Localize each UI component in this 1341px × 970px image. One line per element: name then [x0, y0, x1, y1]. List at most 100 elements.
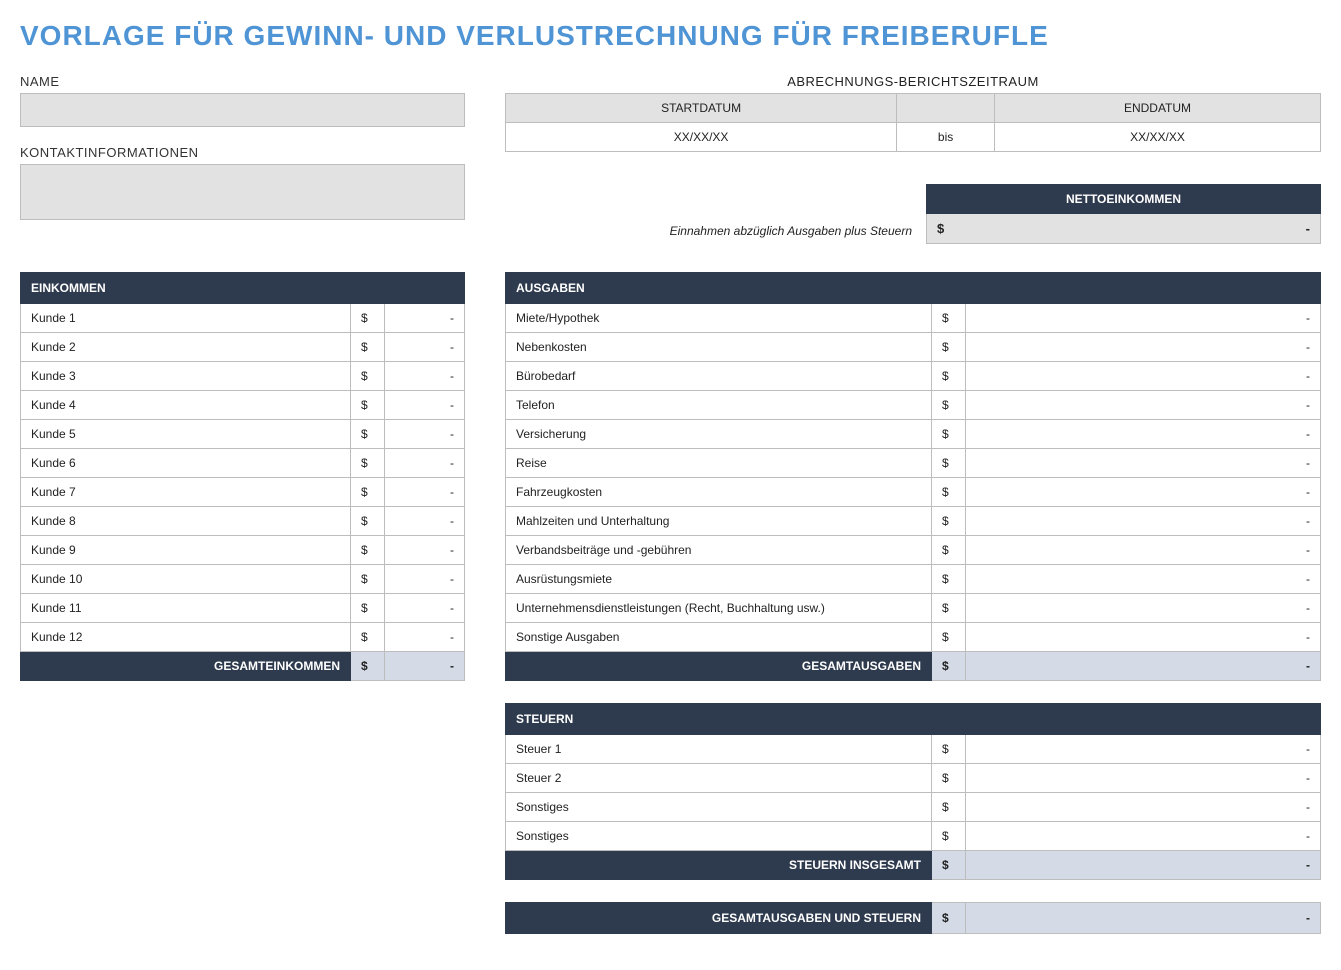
expense-amount[interactable]: - — [966, 333, 1321, 362]
expense-label[interactable]: Versicherung — [506, 420, 932, 449]
expense-currency: $ — [932, 333, 966, 362]
expense-row: Unternehmensdienstleistungen (Recht, Buc… — [506, 594, 1321, 623]
tax-row: Sonstiges$- — [506, 793, 1321, 822]
tax-amount[interactable]: - — [966, 793, 1321, 822]
expense-currency: $ — [932, 362, 966, 391]
income-currency: $ — [351, 565, 385, 594]
expense-label[interactable]: Sonstige Ausgaben — [506, 623, 932, 652]
period-label: ABRECHNUNGS-BERICHTSZEITRAUM — [505, 74, 1321, 89]
total-income-amount: - — [385, 652, 465, 681]
expense-label[interactable]: Mahlzeiten und Unterhaltung — [506, 507, 932, 536]
expense-amount[interactable]: - — [966, 565, 1321, 594]
expense-amount[interactable]: - — [966, 507, 1321, 536]
grand-total-currency: $ — [932, 903, 966, 934]
expense-label[interactable]: Nebenkosten — [506, 333, 932, 362]
name-label: NAME — [20, 74, 465, 89]
expense-amount[interactable]: - — [966, 623, 1321, 652]
expense-currency: $ — [932, 391, 966, 420]
income-label[interactable]: Kunde 2 — [21, 333, 351, 362]
income-amount[interactable]: - — [385, 594, 465, 623]
income-amount[interactable]: - — [385, 536, 465, 565]
expense-row: Mahlzeiten und Unterhaltung$- — [506, 507, 1321, 536]
expense-amount[interactable]: - — [966, 449, 1321, 478]
start-date-input[interactable]: XX/XX/XX — [506, 123, 897, 152]
total-expenses-currency: $ — [932, 652, 966, 681]
grand-total-label: GESAMTAUSGABEN UND STEUERN — [506, 903, 932, 934]
expense-currency: $ — [932, 449, 966, 478]
income-amount[interactable]: - — [385, 420, 465, 449]
income-row: Kunde 7$- — [21, 478, 465, 507]
expense-label[interactable]: Reise — [506, 449, 932, 478]
tax-amount[interactable]: - — [966, 764, 1321, 793]
tax-label[interactable]: Steuer 1 — [506, 735, 932, 764]
tax-amount[interactable]: - — [966, 822, 1321, 851]
income-amount[interactable]: - — [385, 391, 465, 420]
contact-input[interactable] — [20, 164, 465, 220]
expense-label[interactable]: Telefon — [506, 391, 932, 420]
expense-label[interactable]: Bürobedarf — [506, 362, 932, 391]
income-table: EINKOMMEN Kunde 1$-Kunde 2$-Kunde 3$-Kun… — [20, 272, 465, 681]
income-label[interactable]: Kunde 7 — [21, 478, 351, 507]
period-spacer-header — [897, 94, 995, 123]
tax-label[interactable]: Sonstiges — [506, 822, 932, 851]
expense-label[interactable]: Unternehmensdienstleistungen (Recht, Buc… — [506, 594, 932, 623]
period-table: STARTDATUM ENDDATUM XX/XX/XX bis XX/XX/X… — [505, 93, 1321, 152]
expense-row: Telefon$- — [506, 391, 1321, 420]
tax-amount[interactable]: - — [966, 735, 1321, 764]
tax-currency: $ — [932, 764, 966, 793]
income-row: Kunde 6$- — [21, 449, 465, 478]
income-amount[interactable]: - — [385, 304, 465, 333]
expense-amount[interactable]: - — [966, 420, 1321, 449]
end-date-input[interactable]: XX/XX/XX — [994, 123, 1320, 152]
name-input[interactable] — [20, 93, 465, 127]
income-label[interactable]: Kunde 11 — [21, 594, 351, 623]
income-amount[interactable]: - — [385, 333, 465, 362]
contact-label: KONTAKTINFORMATIONEN — [20, 145, 465, 160]
expense-label[interactable]: Fahrzeugkosten — [506, 478, 932, 507]
total-taxes-amount: - — [966, 851, 1321, 880]
income-label[interactable]: Kunde 8 — [21, 507, 351, 536]
tax-currency: $ — [932, 793, 966, 822]
income-amount[interactable]: - — [385, 478, 465, 507]
income-currency: $ — [351, 333, 385, 362]
income-label[interactable]: Kunde 12 — [21, 623, 351, 652]
income-amount[interactable]: - — [385, 623, 465, 652]
expense-label[interactable]: Miete/Hypothek — [506, 304, 932, 333]
net-income-header: NETTOEINKOMMEN — [926, 184, 1321, 214]
total-expenses-label: GESAMTAUSGABEN — [506, 652, 932, 681]
income-currency: $ — [351, 536, 385, 565]
expense-amount[interactable]: - — [966, 391, 1321, 420]
net-income-currency: $ — [927, 214, 954, 243]
expense-amount[interactable]: - — [966, 304, 1321, 333]
income-currency: $ — [351, 449, 385, 478]
income-currency: $ — [351, 304, 385, 333]
income-row: Kunde 10$- — [21, 565, 465, 594]
income-currency: $ — [351, 420, 385, 449]
tax-label[interactable]: Steuer 2 — [506, 764, 932, 793]
expense-amount[interactable]: - — [966, 362, 1321, 391]
income-label[interactable]: Kunde 5 — [21, 420, 351, 449]
income-label[interactable]: Kunde 9 — [21, 536, 351, 565]
expense-label[interactable]: Ausrüstungsmiete — [506, 565, 932, 594]
income-row: Kunde 11$- — [21, 594, 465, 623]
expense-row: Miete/Hypothek$- — [506, 304, 1321, 333]
tax-label[interactable]: Sonstiges — [506, 793, 932, 822]
income-amount[interactable]: - — [385, 362, 465, 391]
expense-currency: $ — [932, 478, 966, 507]
income-label[interactable]: Kunde 3 — [21, 362, 351, 391]
expense-amount[interactable]: - — [966, 594, 1321, 623]
income-amount[interactable]: - — [385, 507, 465, 536]
income-label[interactable]: Kunde 10 — [21, 565, 351, 594]
expense-amount[interactable]: - — [966, 478, 1321, 507]
income-amount[interactable]: - — [385, 449, 465, 478]
income-label[interactable]: Kunde 6 — [21, 449, 351, 478]
income-label[interactable]: Kunde 4 — [21, 391, 351, 420]
net-income-amount: - — [954, 214, 1320, 243]
expense-amount[interactable]: - — [966, 536, 1321, 565]
income-amount[interactable]: - — [385, 565, 465, 594]
income-label[interactable]: Kunde 1 — [21, 304, 351, 333]
tax-currency: $ — [932, 735, 966, 764]
income-row: Kunde 12$- — [21, 623, 465, 652]
expense-currency: $ — [932, 507, 966, 536]
expense-label[interactable]: Verbandsbeiträge und -gebühren — [506, 536, 932, 565]
